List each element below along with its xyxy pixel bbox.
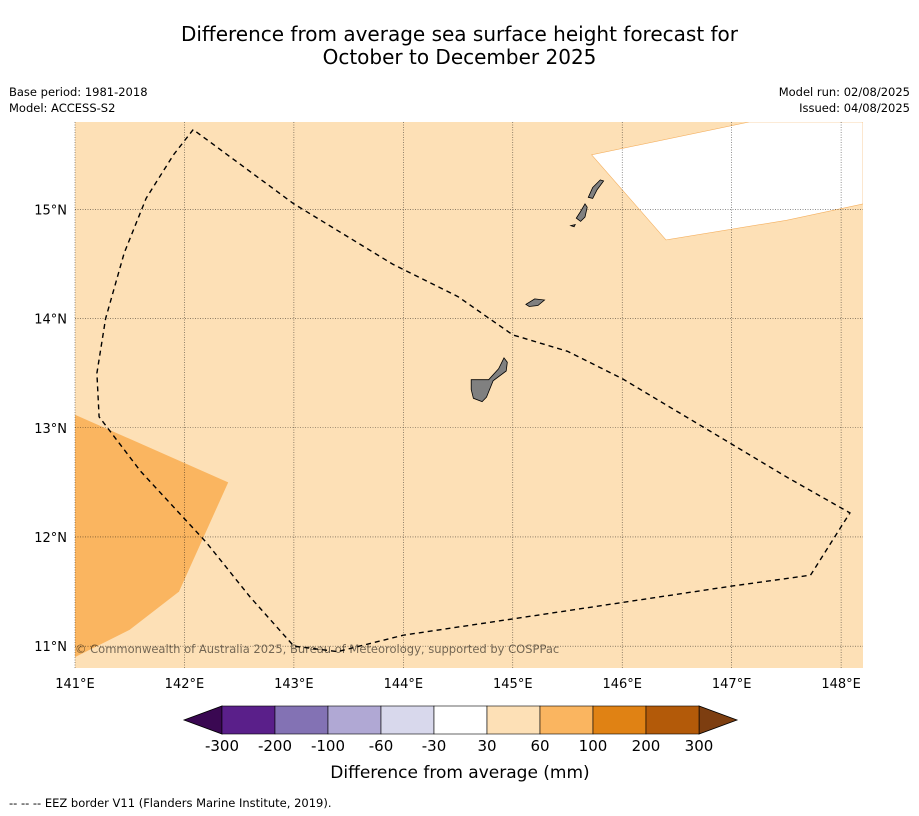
colorbar-tick-label: -100: [311, 737, 345, 755]
colorbar-bin: [486, 705, 541, 735]
copyright-text: © Commonwealth of Australia 2025, Bureau…: [75, 642, 559, 656]
colorbar-bin: [539, 705, 594, 735]
eez-border: [96, 128, 851, 653]
longitude-label: 148°E: [821, 677, 861, 692]
colorbar-bin: [380, 705, 435, 735]
island-saipan: [587, 179, 605, 199]
issued-text: Issued: 04/08/2025: [799, 101, 910, 115]
colorbar-tick-label: 100: [579, 737, 608, 755]
longitude-label: 146°E: [602, 677, 642, 692]
latitude-label: 14°N: [34, 313, 67, 328]
colorbar-tick-label: -200: [258, 737, 292, 755]
colorbar-tick-label: 300: [685, 737, 714, 755]
latitude-label: 11°N: [34, 640, 67, 655]
meta-right: Model run: 02/08/2025 Issued: 04/08/2025: [779, 84, 910, 116]
graticule: [74, 122, 863, 668]
colorbar-label: Difference from average (mm): [330, 763, 589, 783]
longitude-label: 144°E: [384, 677, 424, 692]
colorbar-bin: [433, 705, 488, 735]
map-title-line-2: October to December 2025: [322, 45, 597, 69]
colorbar-tick-label: 200: [632, 737, 661, 755]
region-neutral: [591, 122, 863, 241]
colorbar-tick-label: -30: [422, 737, 447, 755]
longitude-label: 142°E: [165, 677, 205, 692]
colorbar-tick-label: -300: [205, 737, 239, 755]
colorbar: -300 -200 -100 -60 -30 30 60 100 200 300: [182, 705, 739, 755]
island-tinian: [575, 203, 588, 222]
longitude-label: 143°E: [274, 677, 314, 692]
islands: [470, 179, 605, 403]
model-text: Model: ACCESS-S2: [9, 101, 116, 115]
colorbar-tick-label: 30: [477, 737, 496, 755]
anomaly-regions: [75, 122, 863, 658]
longitude-label: 141°E: [55, 677, 95, 692]
island-rota: [525, 298, 546, 307]
colorbar-bin: [327, 705, 382, 735]
base-period-text: Base period: 1981-2018: [9, 85, 148, 99]
latitude-label: 13°N: [34, 422, 67, 437]
colorbar-bin: [592, 705, 647, 735]
longitude-label: 145°E: [493, 677, 533, 692]
island-aguijan: [569, 224, 576, 228]
region-60-100: [75, 414, 229, 658]
longitude-label: 147°E: [712, 677, 752, 692]
colorbar-low-extend: [182, 705, 223, 735]
model-run-text: Model run: 02/08/2025: [778, 85, 910, 99]
colorbar-bin: [645, 705, 700, 735]
eez-legend-text: -- -- -- EEZ border V11 (Flanders Marine…: [9, 796, 332, 810]
map-title-line-1: Difference from average sea surface heig…: [180, 22, 739, 46]
longitude-labels: 141°E 142°E 143°E 144°E 145°E 146°E 147°E 148°E: [55, 677, 861, 692]
colorbar-high-extend: [698, 705, 739, 735]
latitude-labels: 15°N 14°N 13°N 12°N 11°N: [34, 203, 67, 655]
colorbar-tick-label: 60: [530, 737, 549, 755]
colorbar-bin: [221, 705, 276, 735]
island-guam: [470, 357, 508, 403]
colorbar-bin: [274, 705, 329, 735]
latitude-label: 15°N: [34, 203, 67, 218]
latitude-label: 12°N: [34, 531, 67, 546]
colorbar-tick-label: -60: [369, 737, 394, 755]
meta-left: Base period: 1981-2018 Model: ACCESS-S2: [9, 84, 148, 116]
